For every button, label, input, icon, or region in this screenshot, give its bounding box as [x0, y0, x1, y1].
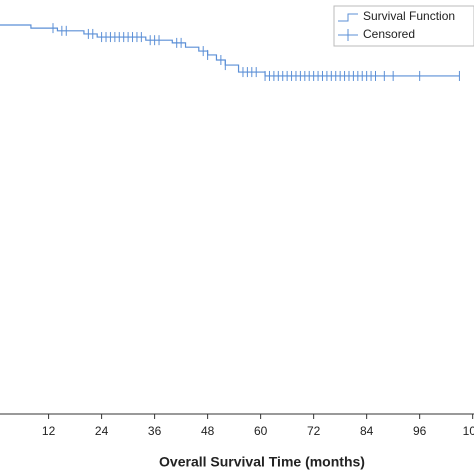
x-axis-title: Overall Survival Time (months): [159, 454, 365, 470]
legend-label: Survival Function: [363, 9, 455, 23]
x-tick-label: 24: [95, 424, 109, 438]
legend-label: Censored: [363, 27, 415, 41]
legend-censor-icon: [338, 29, 358, 41]
x-tick-label: 108: [463, 424, 474, 438]
x-tick-label: 48: [201, 424, 215, 438]
legend: Survival Function Censored: [333, 5, 474, 47]
x-tick-label: 60: [254, 424, 268, 438]
x-tick-label: 36: [148, 424, 162, 438]
legend-step-icon: [338, 13, 358, 22]
x-tick-label: 12: [42, 424, 56, 438]
survival-line: [0, 24, 460, 77]
x-tick-label: 84: [360, 424, 374, 438]
x-tick-label: 96: [413, 424, 427, 438]
legend-box: [333, 5, 474, 47]
x-tick-label: 72: [307, 424, 321, 438]
